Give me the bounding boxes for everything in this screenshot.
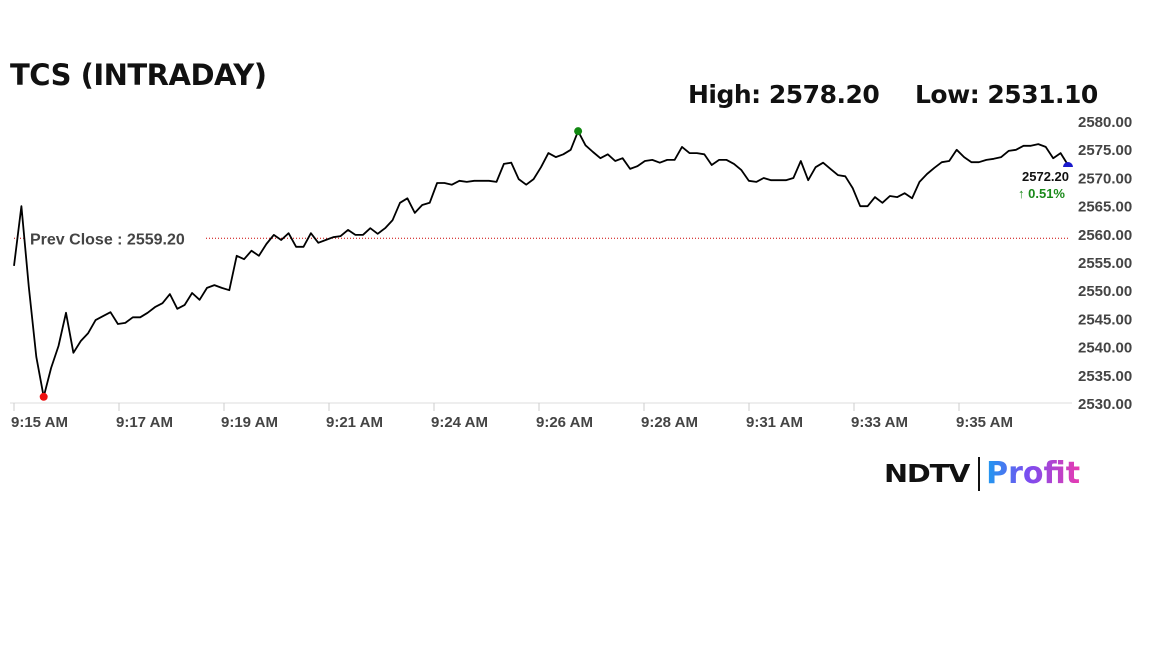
y-tick-label: 2535.00 xyxy=(1078,368,1132,385)
y-tick-label: 2565.00 xyxy=(1078,199,1132,216)
x-tick-label: 9:31 AM xyxy=(746,414,803,431)
low-label: Low: 2531.10 xyxy=(915,80,1098,109)
x-tick-label: 9:35 AM xyxy=(956,414,1013,431)
high-label: High: 2578.20 xyxy=(688,80,880,109)
x-tick-label: 9:28 AM xyxy=(641,414,698,431)
y-tick-label: 2530.00 xyxy=(1078,396,1132,413)
x-tick-label: 9:24 AM xyxy=(431,414,488,431)
y-tick-label: 2540.00 xyxy=(1078,340,1132,357)
y-tick-label: 2580.00 xyxy=(1078,114,1132,131)
prev-close-label: Prev Close : 2559.20 xyxy=(30,231,185,248)
x-tick-label: 9:33 AM xyxy=(851,414,908,431)
change-percent-label: ↑ 0.51% xyxy=(1018,186,1065,201)
low-marker xyxy=(39,392,48,401)
y-tick-label: 2550.00 xyxy=(1078,283,1132,300)
last-price-label: 2572.20 xyxy=(1022,169,1069,184)
logo-profit: Profit xyxy=(986,456,1081,491)
y-tick-label: 2570.00 xyxy=(1078,170,1132,187)
x-tick-label: 9:21 AM xyxy=(326,414,383,431)
y-tick-label: 2545.00 xyxy=(1078,311,1132,328)
high-marker xyxy=(574,127,583,136)
y-tick-label: 2575.00 xyxy=(1078,142,1132,159)
y-tick-label: 2555.00 xyxy=(1078,255,1132,272)
x-tick-label: 9:19 AM xyxy=(221,414,278,431)
x-tick-label: 9:26 AM xyxy=(536,414,593,431)
x-tick-label: 9:15 AM xyxy=(11,414,68,431)
last-price-marker xyxy=(1063,161,1073,167)
y-tick-label: 2560.00 xyxy=(1078,227,1132,244)
prev-close-label-bg xyxy=(24,226,206,249)
ndtv-profit-logo: NDTV Profit xyxy=(884,456,1080,491)
logo-divider xyxy=(978,456,981,491)
chart-title: TCS (INTRADAY) xyxy=(10,58,267,92)
price-line xyxy=(13,130,1069,398)
logo-ndtv: NDTV xyxy=(884,459,970,488)
x-tick-label: 9:17 AM xyxy=(116,414,173,431)
